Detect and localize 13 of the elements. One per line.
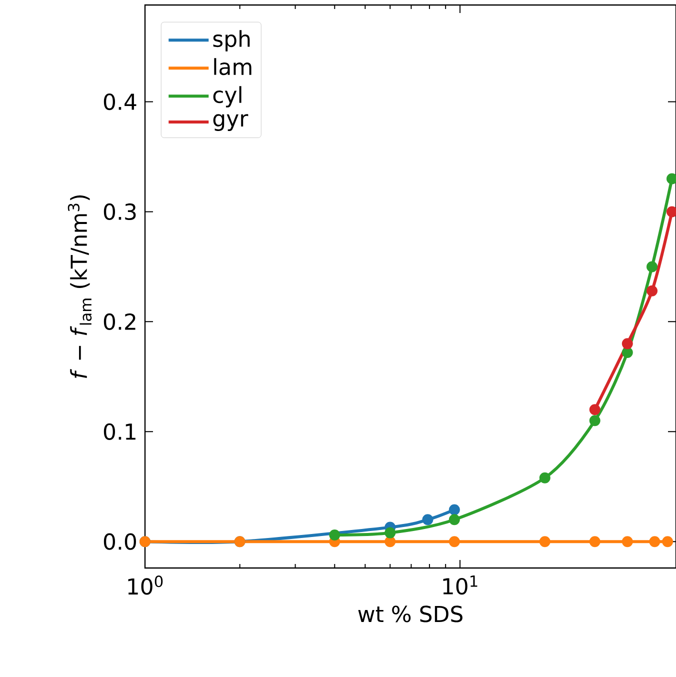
x-tick-label: 10$^{1}$: [443, 576, 478, 595]
legend-label: lam: [214, 58, 252, 76]
legend-label: sph: [213, 30, 250, 52]
y-axis-title: f − f$_{lam}$ (kT/nm$^{3}$): [68, 195, 92, 378]
y-tick-label: 0.1: [104, 423, 136, 440]
y-tick-label: 0.2: [104, 313, 136, 330]
x-tick-label: 10$^{0}$: [128, 576, 163, 595]
y-tick-label: 0.4: [104, 93, 136, 110]
y-tick-label: 0.0: [104, 533, 136, 550]
legend-label: cyl: [213, 86, 242, 108]
y-tick-label: 0.3: [104, 203, 136, 220]
x-axis-title: wt % SDS: [358, 606, 462, 622]
legend-label: gyr: [213, 114, 248, 132]
